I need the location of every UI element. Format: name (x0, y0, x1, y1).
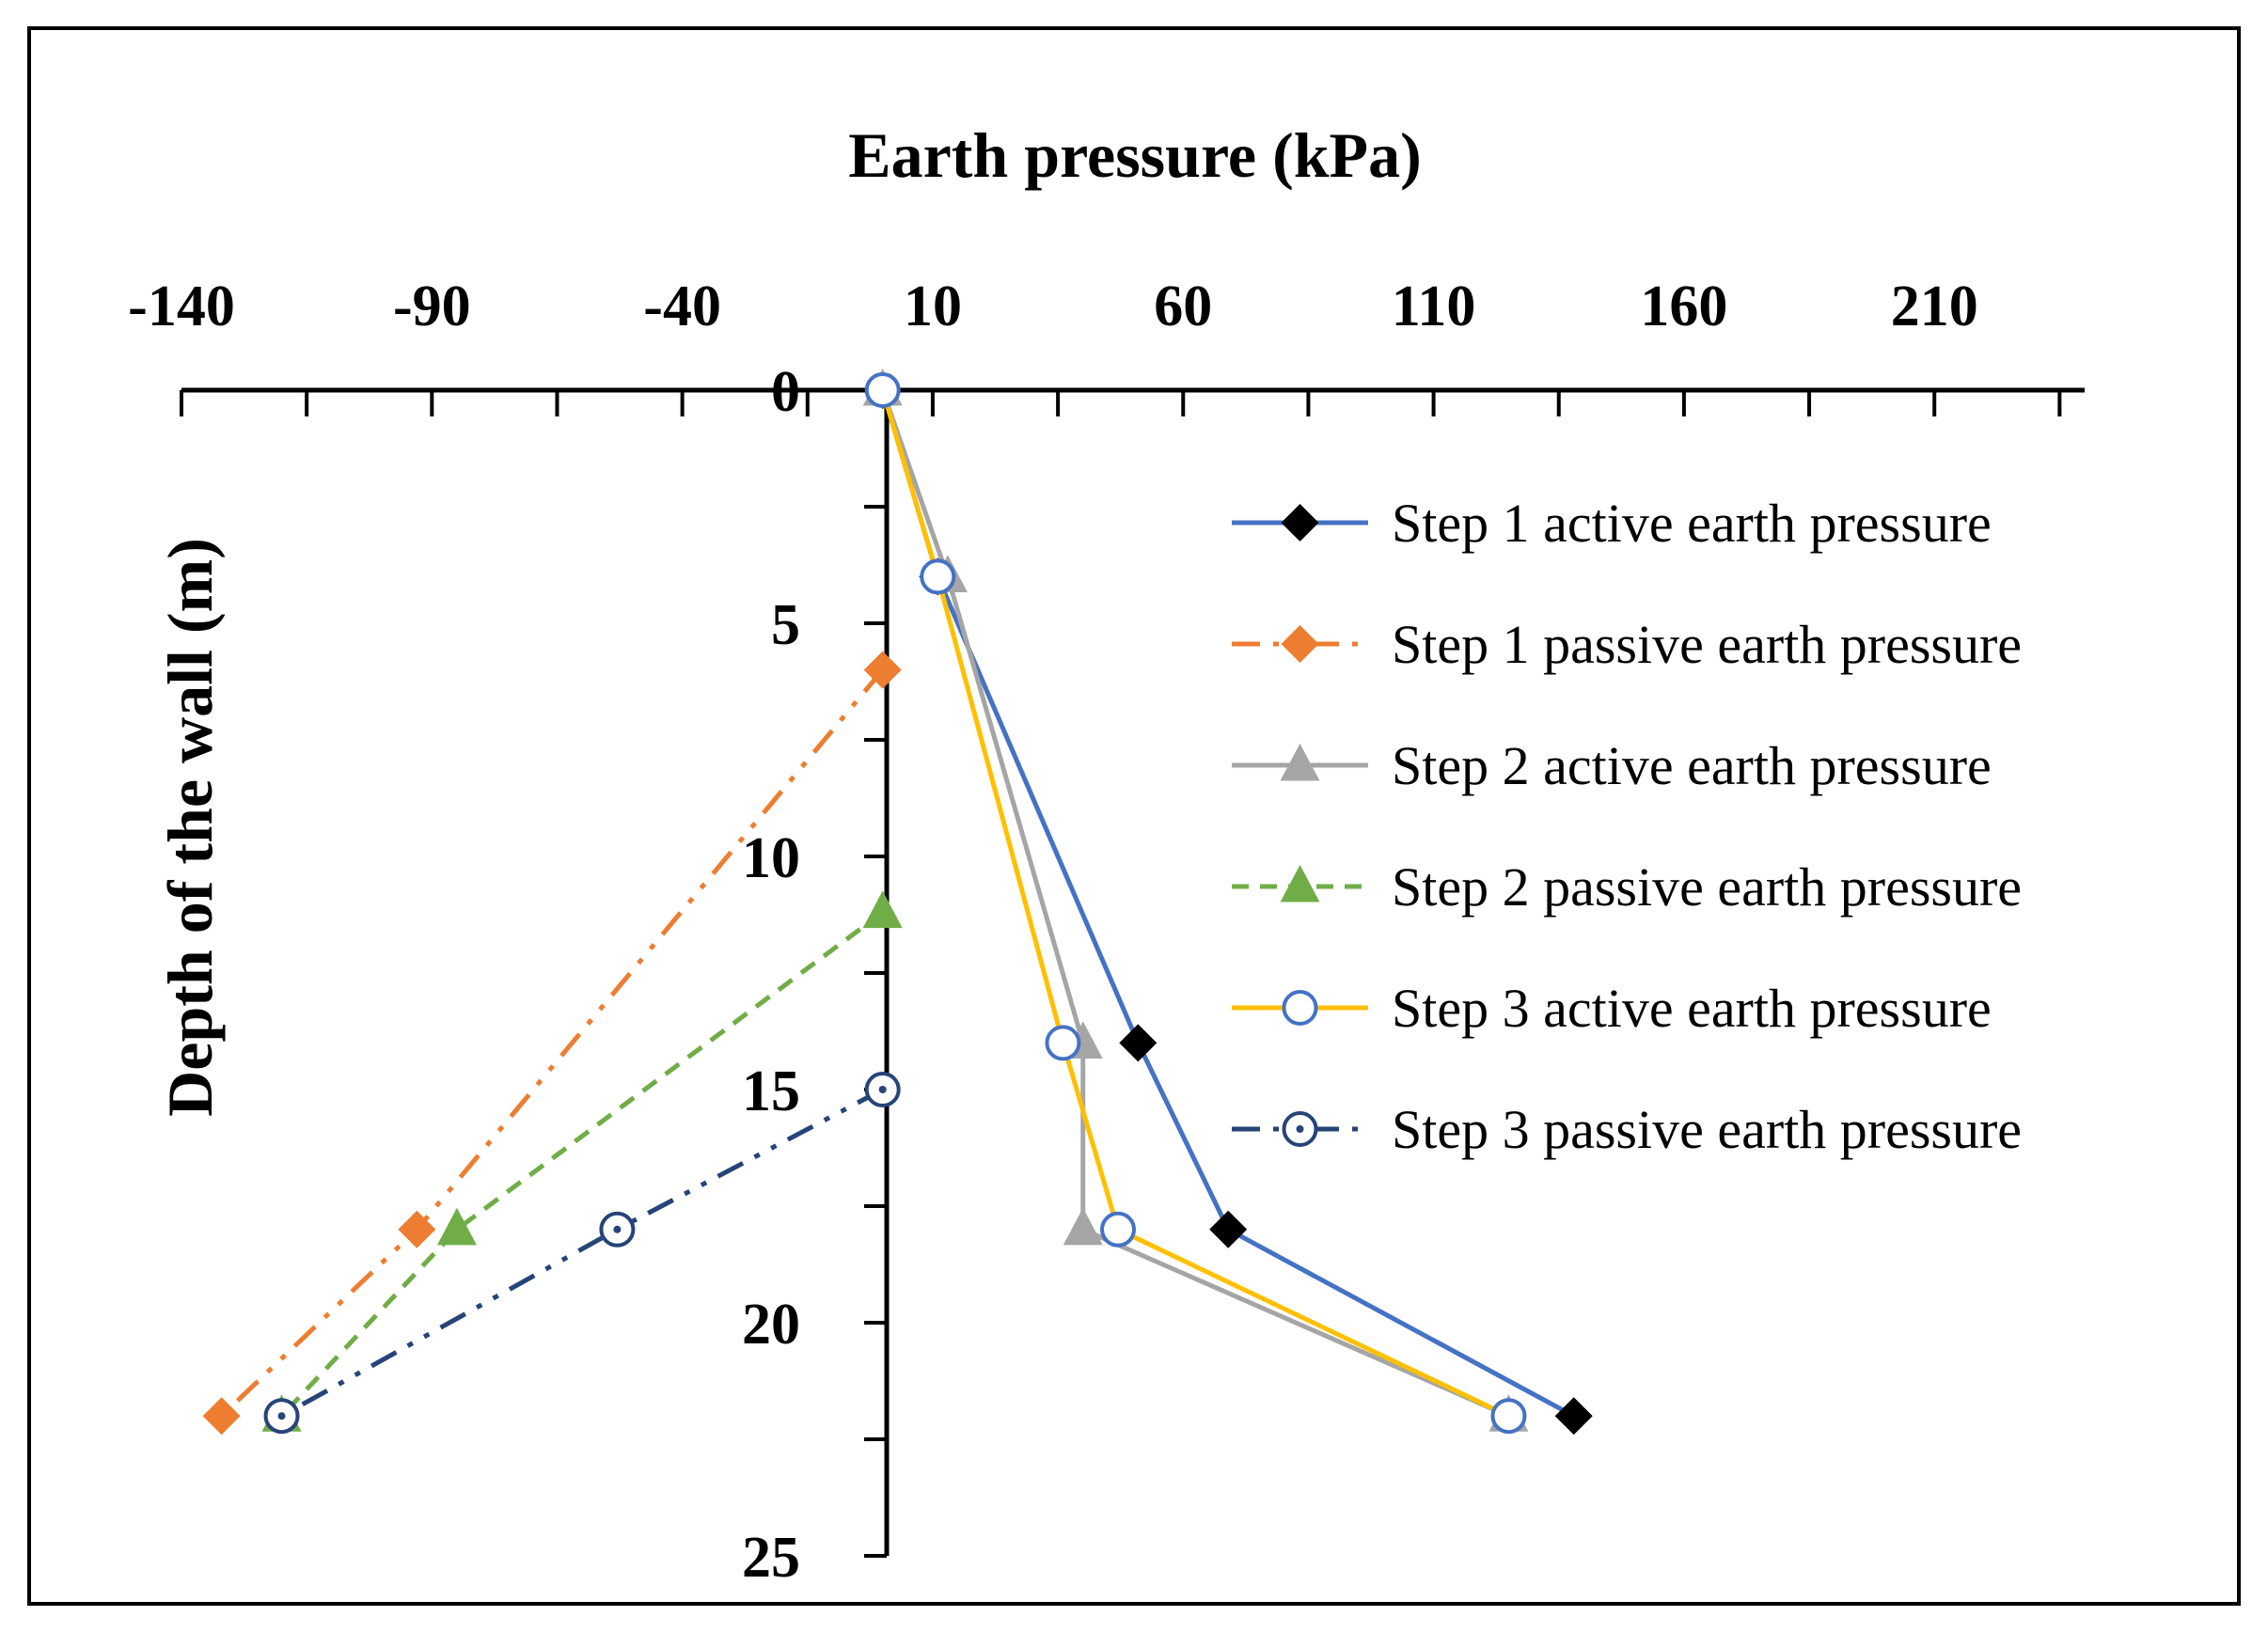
legend-marker-6-center (1296, 1125, 1304, 1133)
data-point-s5-p2 (920, 558, 956, 595)
series-markers (202, 369, 1593, 1436)
data-point-s6-p1-center (878, 1086, 887, 1093)
data-point-s6-p1 (864, 1072, 901, 1107)
data-point-s3-p4 (1063, 1207, 1103, 1246)
x-tick-label: 10 (904, 275, 962, 338)
data-point-s1-p4 (1209, 1210, 1248, 1248)
data-point-s6-p2-center (613, 1225, 622, 1233)
x-tick-label: 210 (1891, 275, 1978, 338)
data-point-s5-p3 (1045, 1025, 1081, 1061)
legend-item-3: Step 2 active earth pressure (1232, 735, 1992, 796)
x-tick-label: -90 (393, 275, 471, 338)
y-tick-label: 5 (771, 593, 800, 657)
x-tick-labels: -140 -90 -40 10 60 110 160 210 (128, 275, 1978, 338)
legend-item-2: Step 1 passive earth pressure (1232, 614, 2022, 675)
y-tick-label: 10 (742, 826, 800, 890)
x-tick-label: 110 (1392, 275, 1476, 338)
legend-label-4: Step 2 passive earth pressure (1392, 856, 2022, 918)
legend-marker-6 (1282, 1111, 1318, 1147)
x-axis-title: Earth pressure (kPa) (848, 119, 1421, 191)
legend-item-1: Step 1 active earth pressure (1232, 493, 1992, 554)
data-point-s4-p2 (436, 1207, 477, 1246)
x-tick-label: 60 (1154, 275, 1212, 338)
data-point-s2-p2 (398, 1210, 436, 1248)
data-point-s5-p5 (1490, 1398, 1527, 1435)
y-tick-labels: 0 5 10 15 20 25 (742, 360, 800, 1590)
data-point-s4-p1 (862, 890, 903, 929)
y-axis-title: Depth of the wall (m) (154, 538, 226, 1117)
legend-label-5: Step 3 active earth pressure (1392, 978, 1992, 1039)
x-tick-label: 160 (1640, 275, 1727, 338)
legend-label-6: Step 3 passive earth pressure (1392, 1099, 2022, 1160)
data-point-s5-p1 (864, 372, 901, 408)
legend-marker-1 (1281, 504, 1319, 541)
axes (180, 387, 2085, 1558)
y-tick-label: 0 (771, 360, 800, 424)
legend-marker-3 (1280, 744, 1320, 781)
series-line-4 (279, 910, 885, 1418)
data-point-s1-p5 (1554, 1397, 1593, 1436)
x-tick-label: -140 (128, 275, 235, 338)
chart-border (27, 26, 2241, 1606)
data-point-s2-p1 (863, 651, 902, 689)
legend-item-5: Step 3 active earth pressure (1232, 978, 1992, 1039)
legend-item-4: Step 2 passive earth pressure (1232, 856, 2022, 918)
data-point-s1-p3 (1119, 1024, 1158, 1062)
y-tick-label: 15 (742, 1059, 800, 1123)
legend-label-2: Step 1 passive earth pressure (1392, 614, 2022, 675)
legend-label-1: Step 1 active earth pressure (1392, 493, 1992, 554)
data-point-s6-p2 (599, 1211, 636, 1248)
y-tick-label: 25 (742, 1526, 800, 1590)
legend-label-3: Step 2 active earth pressure (1392, 735, 1992, 796)
data-point-s5-p4 (1100, 1211, 1137, 1248)
legend-marker-2 (1281, 625, 1319, 663)
legend-marker-5 (1282, 990, 1318, 1026)
legend-marker-4 (1280, 865, 1320, 902)
data-point-s2-p3 (202, 1397, 241, 1436)
x-tick-label: -40 (643, 275, 721, 338)
legend-item-6: Step 3 passive earth pressure (1232, 1099, 2022, 1160)
legend: Step 1 active earth pressure Step 1 passi… (1232, 493, 2022, 1160)
data-point-s6-p3-center (277, 1412, 286, 1420)
y-tick-label: 20 (742, 1293, 800, 1357)
data-point-s6-p3 (263, 1398, 300, 1435)
